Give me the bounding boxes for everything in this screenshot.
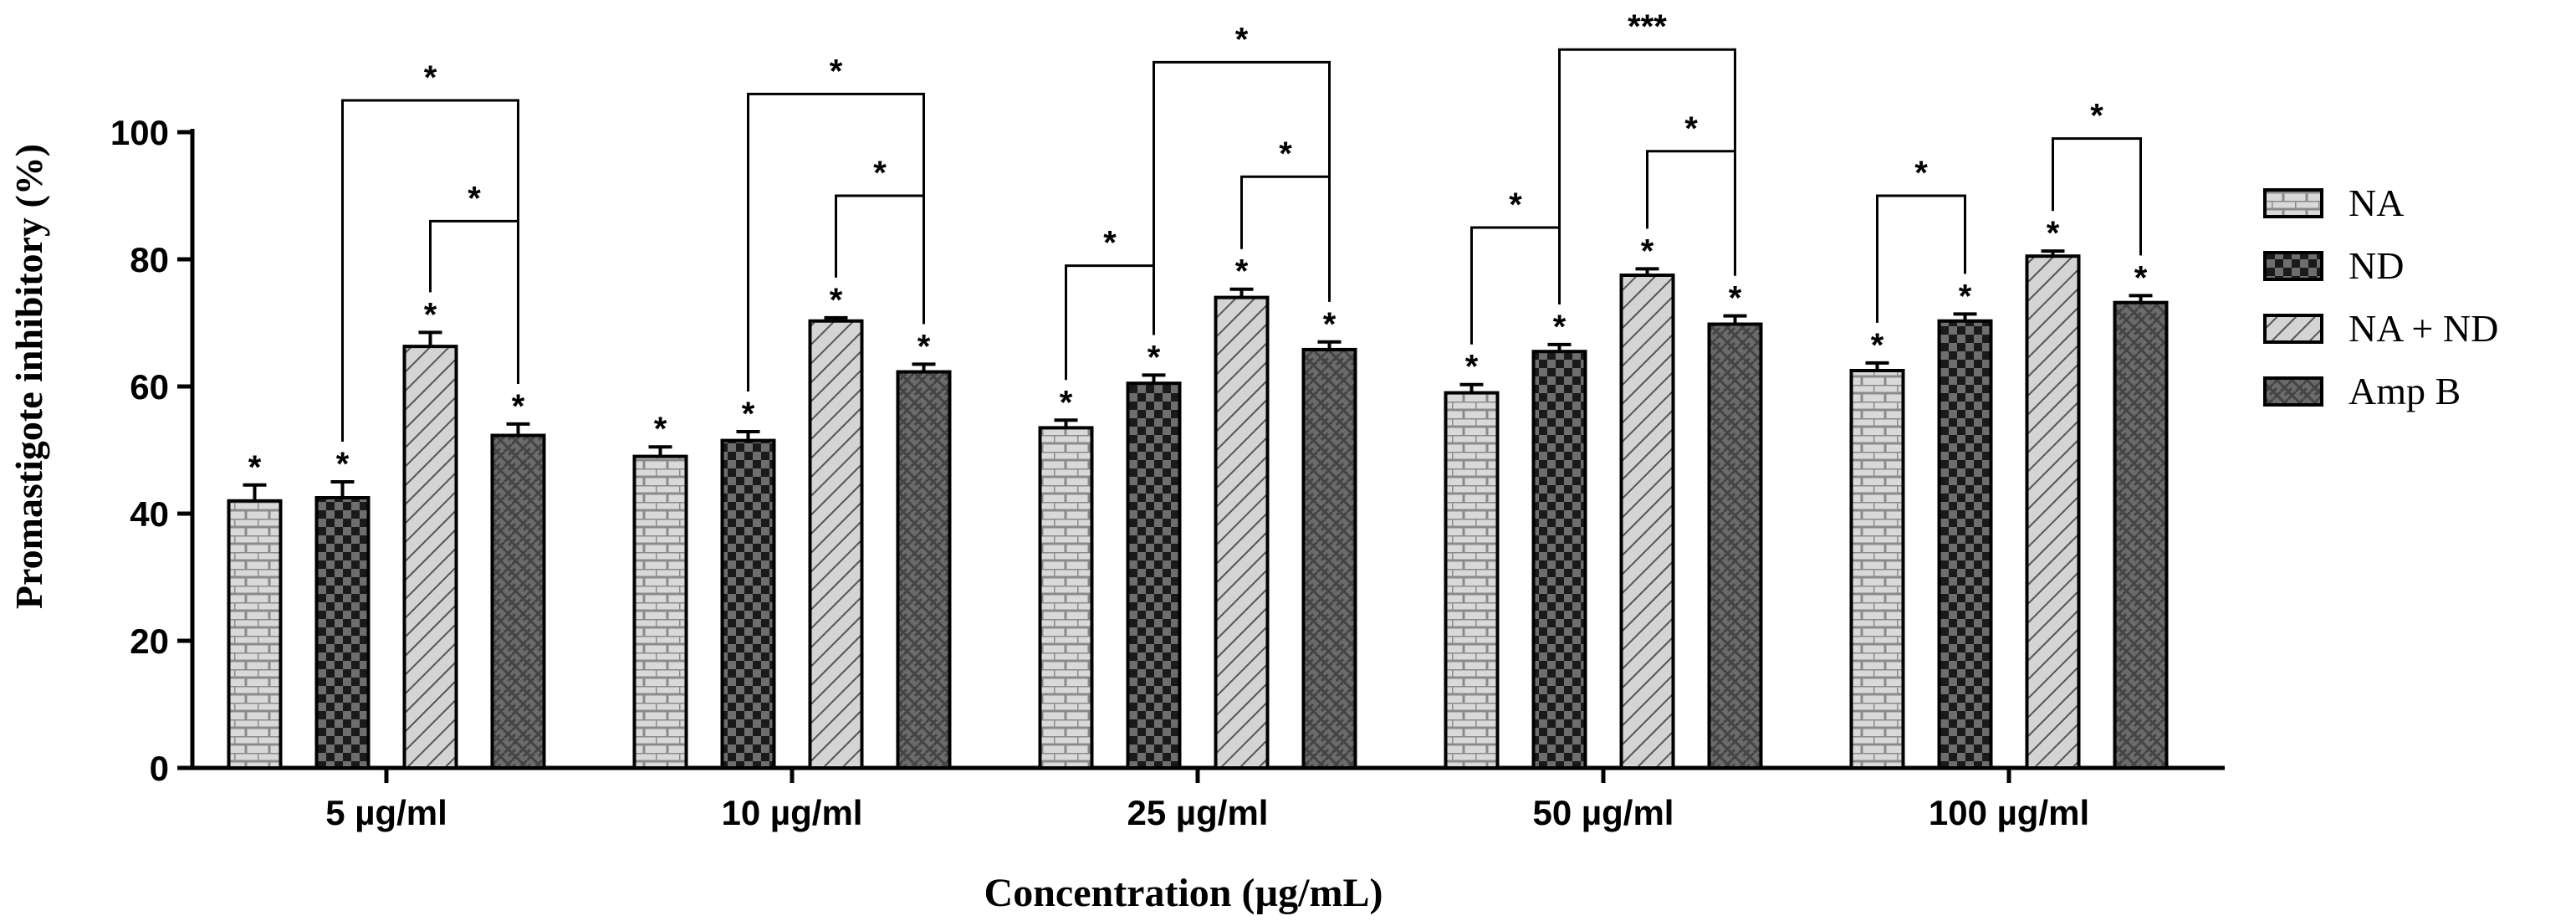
x-tick-label: 5 µg/ml [325,793,447,832]
x-tick-label: 10 µg/ml [722,793,863,832]
significance-label: * [1060,384,1073,421]
x-axis-title: Concentration (µg/mL) [984,871,1383,915]
bracket-label: * [424,59,437,96]
legend-label: ND [2349,244,2404,287]
significance-bracket [1646,150,1736,276]
significance-label: * [336,446,350,483]
significance-bracket [835,194,925,325]
legend-label: NA + ND [2349,307,2498,350]
significance-label: * [512,388,525,425]
significance-label: * [1465,349,1479,386]
bracket-label: * [830,53,843,90]
significance-label: * [1235,253,1249,290]
significance-bracket [429,219,519,384]
bar [490,433,546,770]
y-tick-label: 60 [130,367,169,407]
significance-bracket [2052,137,2142,256]
bar [2025,254,2081,770]
bar [227,499,283,770]
legend-label: Amp B [2349,370,2461,412]
bracket-label: * [1103,225,1117,262]
bracket-label: * [1279,136,1292,172]
bar [1301,347,1357,770]
significance-bracket [1470,226,1561,345]
significance-label: * [742,396,755,432]
significance-label: * [654,411,667,448]
significance-label: * [917,328,931,365]
bracket-label: * [2090,98,2103,135]
bracket-label: * [1235,21,1249,58]
significance-label: * [1641,233,1654,269]
y-tick-label: 80 [130,240,169,279]
significance-bracket [1240,175,1331,302]
y-tick-label: 20 [130,622,169,661]
legend-swatch [2263,376,2323,407]
bar [720,438,776,770]
bar [1444,391,1500,770]
significance-label: * [1323,306,1337,343]
bracket-label: * [873,155,887,192]
x-tick-label: 100 µg/ml [1929,793,2089,832]
significance-label: * [2134,259,2148,296]
significance-label: * [2047,215,2060,252]
bar [1214,295,1270,770]
bar [1619,274,1675,770]
legend-label: NA [2349,182,2404,224]
bracket-label: * [1914,155,1928,192]
significance-label: * [1959,278,1972,315]
y-tick-label: 40 [130,494,169,534]
legend-swatch [2263,188,2323,218]
legend-swatch [2263,251,2323,281]
bar [1849,369,1905,770]
significance-label: * [1553,309,1567,345]
bar [314,496,371,770]
significance-bracket [1065,264,1155,381]
y-tick-label: 100 [110,113,169,152]
bar [1531,350,1587,770]
bar [1038,426,1094,770]
bracket-label: * [468,180,481,217]
bracket-label: * [1684,110,1698,147]
bar [632,454,688,770]
significance-label: * [830,282,843,319]
bar [402,345,458,770]
significance-label: * [1729,280,1742,317]
legend-swatch [2263,314,2323,344]
significance-label: * [1147,339,1161,376]
bracket-label: * [1509,187,1522,223]
significance-bracket [1876,194,1966,323]
significance-label: * [248,449,262,486]
bar [2113,300,2169,770]
bar [808,319,864,770]
bar [1126,381,1182,770]
significance-label: * [424,296,437,333]
bracket-label: *** [1628,8,1667,45]
y-axis-title: Promastigote inhibitory (%) [8,144,50,609]
significance-label: * [1871,327,1884,364]
y-tick-label: 0 [150,749,169,788]
x-tick-label: 50 µg/ml [1533,793,1674,832]
bar [1937,319,1993,770]
x-tick-label: 25 µg/ml [1127,793,1269,832]
bar [1707,322,1763,770]
bar [896,370,952,770]
